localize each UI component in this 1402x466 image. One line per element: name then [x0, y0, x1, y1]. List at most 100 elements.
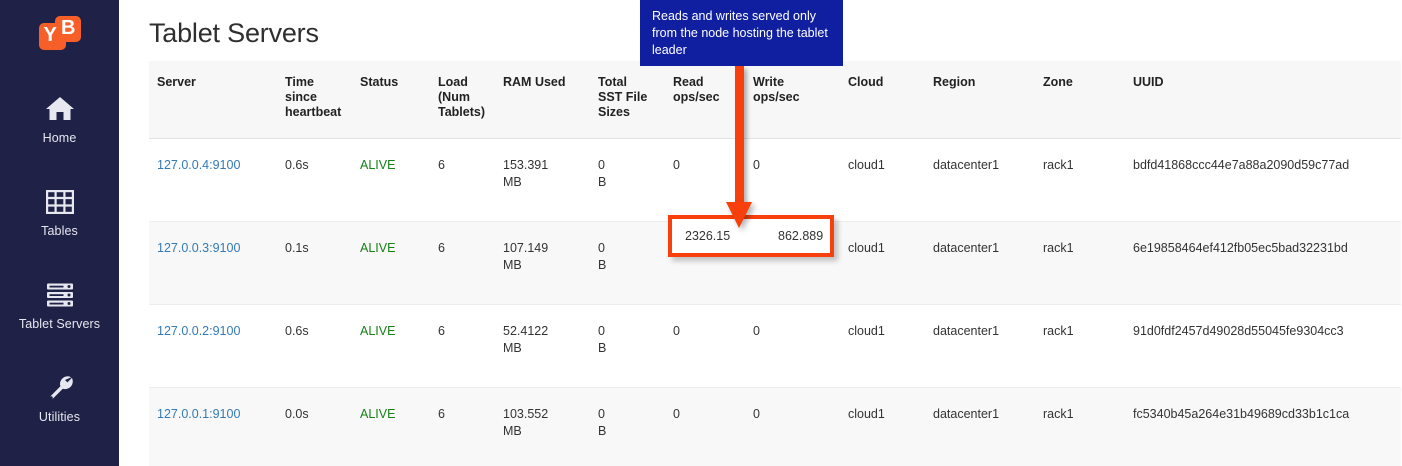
tablet-servers-table: Server Time since heartbeat Status Load …	[149, 61, 1401, 466]
status-badge: ALIVE	[360, 407, 396, 421]
column-header-cloud[interactable]: Cloud	[840, 61, 925, 139]
sst-value: 0	[598, 407, 605, 421]
table-row: 127.0.0.3:9100 0.1s ALIVE 6 107.149 MB 0…	[149, 221, 1401, 305]
table-grid-icon	[45, 187, 75, 217]
sst-value: 0	[598, 241, 605, 255]
sidebar-item-utilities[interactable]: Utilities	[0, 363, 119, 434]
cell-sst-size: 0 B	[590, 221, 665, 305]
cell-load: 6	[430, 387, 495, 466]
server-link[interactable]: 127.0.0.4:9100	[157, 158, 241, 172]
cell-sst-size: 0 B	[590, 138, 665, 222]
cell-write-ops: 0	[745, 138, 840, 222]
status-badge: ALIVE	[360, 324, 396, 338]
sidebar-item-tablet-servers[interactable]: Tablet Servers	[0, 270, 119, 341]
ram-value: 52.4122	[503, 324, 549, 338]
cell-load: 6	[430, 138, 495, 222]
cell-time-since-heartbeat: 0.0s	[277, 387, 352, 466]
cell-uuid: bdfd41868ccc44e7a88a2090d59c77ad	[1125, 138, 1401, 222]
sidebar-item-tables[interactable]: Tables	[0, 177, 119, 248]
column-header-read-ops[interactable]: Read ops/sec	[665, 61, 745, 139]
sst-unit: B	[598, 341, 607, 355]
server-link[interactable]: 127.0.0.1:9100	[157, 407, 241, 421]
cell-write-ops: 0	[745, 387, 840, 466]
cell-cloud: cloud1	[840, 221, 925, 305]
logo-letter-y: Y	[43, 24, 57, 46]
column-header-server[interactable]: Server	[149, 61, 277, 139]
cell-status: ALIVE	[352, 221, 430, 305]
column-header-zone[interactable]: Zone	[1035, 61, 1125, 139]
cell-uuid: 6e19858464ef412fb05ec5bad32231bd	[1125, 221, 1401, 305]
table-row: 127.0.0.4:9100 0.6s ALIVE 6 153.391 MB 0…	[149, 138, 1401, 222]
column-header-write-ops[interactable]: Write ops/sec	[745, 61, 840, 139]
cell-write-ops: 862.889	[745, 221, 840, 305]
cell-cloud: cloud1	[840, 138, 925, 222]
table-header-row: Server Time since heartbeat Status Load …	[149, 61, 1401, 139]
ram-value: 103.552	[503, 407, 549, 421]
cell-cloud: cloud1	[840, 304, 925, 388]
cell-status: ALIVE	[352, 304, 430, 388]
cell-sst-size: 0 B	[590, 387, 665, 466]
cell-time-since-heartbeat: 0.1s	[277, 221, 352, 305]
cell-server: 127.0.0.4:9100	[149, 138, 277, 222]
column-header-uuid[interactable]: UUID	[1125, 61, 1401, 139]
cell-region: datacenter1	[925, 221, 1035, 305]
column-header-region[interactable]: Region	[925, 61, 1035, 139]
table-row: 127.0.0.1:9100 0.0s ALIVE 6 103.552 MB 0…	[149, 387, 1401, 466]
cell-ram-used: 52.4122 MB	[495, 304, 590, 388]
ram-value: 107.149	[503, 241, 549, 255]
page-title: Tablet Servers	[149, 18, 319, 48]
logo-square-y	[38, 23, 66, 50]
table-header: Server Time since heartbeat Status Load …	[149, 61, 1401, 139]
cell-status: ALIVE	[352, 138, 430, 222]
cell-read-ops: 2326.15	[665, 221, 745, 305]
sst-unit: B	[598, 424, 607, 438]
ram-value: 153.391	[503, 158, 549, 172]
cell-zone: rack1	[1035, 387, 1125, 466]
cell-cloud: cloud1	[840, 387, 925, 466]
sst-unit: B	[598, 175, 607, 189]
sidebar: Y B Home Tables	[0, 0, 119, 466]
sidebar-item-utilities-label: Utilities	[38, 410, 81, 424]
logo-letter-b: B	[61, 17, 76, 39]
sidebar-item-tables-label: Tables	[41, 224, 78, 238]
cell-uuid: 91d0fdf2457d49028d55045fe9304cc3	[1125, 304, 1401, 388]
cell-ram-used: 107.149 MB	[495, 221, 590, 305]
status-badge: ALIVE	[360, 241, 396, 255]
yugabyte-logo-icon: Y B	[38, 16, 81, 52]
ram-unit: MB	[503, 424, 522, 438]
ram-unit: MB	[503, 258, 522, 272]
status-badge: ALIVE	[360, 158, 396, 172]
server-link[interactable]: 127.0.0.2:9100	[157, 324, 241, 338]
cell-time-since-heartbeat: 0.6s	[277, 138, 352, 222]
cell-status: ALIVE	[352, 387, 430, 466]
cell-write-ops: 0	[745, 304, 840, 388]
cell-zone: rack1	[1035, 221, 1125, 305]
column-header-ram-used[interactable]: RAM Used	[495, 61, 590, 139]
cell-ram-used: 103.552 MB	[495, 387, 590, 466]
cell-read-ops: 0	[665, 304, 745, 388]
cell-read-ops: 0	[665, 387, 745, 466]
server-stack-icon	[45, 280, 75, 310]
cell-zone: rack1	[1035, 304, 1125, 388]
column-header-time-since-heartbeat[interactable]: Time since heartbeat	[277, 61, 352, 139]
sidebar-item-home[interactable]: Home	[0, 84, 119, 155]
cell-uuid: fc5340b45a264e31b49689cd33b1c1ca	[1125, 387, 1401, 466]
column-header-load[interactable]: Load (Num Tablets)	[430, 61, 495, 139]
column-header-total-sst-file-sizes[interactable]: Total SST File Sizes	[590, 61, 665, 139]
column-header-status[interactable]: Status	[352, 61, 430, 139]
main-content: Tablet Servers Server Time since heartbe…	[119, 0, 1402, 466]
server-link[interactable]: 127.0.0.3:9100	[157, 241, 241, 255]
cell-zone: rack1	[1035, 138, 1125, 222]
sidebar-item-tablet-servers-label: Tablet Servers	[18, 317, 101, 331]
ram-unit: MB	[503, 175, 522, 189]
brand-logo[interactable]: Y B	[0, 0, 119, 62]
table-body: 127.0.0.4:9100 0.6s ALIVE 6 153.391 MB 0…	[149, 138, 1401, 466]
sst-value: 0	[598, 158, 605, 172]
cell-time-since-heartbeat: 0.6s	[277, 304, 352, 388]
cell-read-ops: 0	[665, 138, 745, 222]
cell-server: 127.0.0.2:9100	[149, 304, 277, 388]
home-icon	[45, 94, 75, 124]
ram-unit: MB	[503, 341, 522, 355]
cell-sst-size: 0 B	[590, 304, 665, 388]
